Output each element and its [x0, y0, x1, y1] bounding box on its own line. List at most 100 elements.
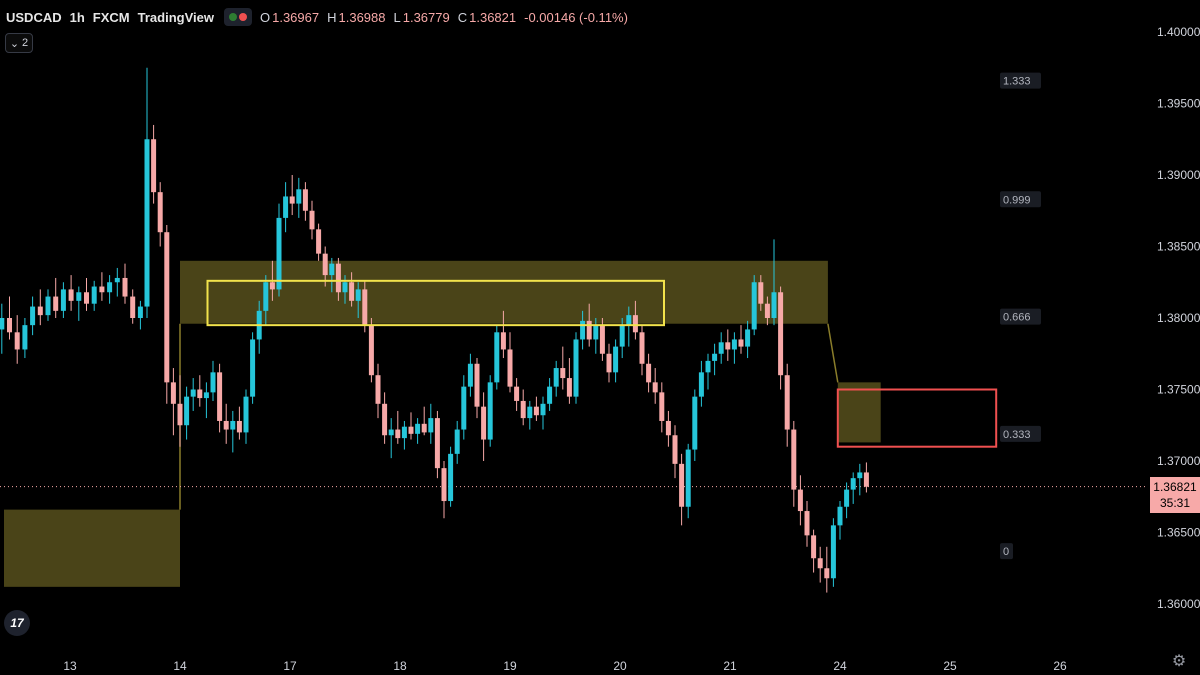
candle-body-95	[646, 363, 652, 383]
candle-body-44	[309, 210, 315, 230]
candle-body-28	[203, 392, 209, 399]
candle-body-67	[461, 386, 467, 430]
candle-body-122	[824, 568, 830, 579]
candle-body-90	[613, 346, 619, 373]
x-tick-label: 26	[1053, 659, 1067, 673]
candle-body-10	[76, 292, 82, 301]
candle-body-66	[454, 429, 460, 454]
candle-body-21	[157, 192, 163, 233]
y-tick-label: 1.39000	[1157, 168, 1200, 182]
candle-body-26	[190, 389, 196, 397]
candle-body-97	[659, 392, 665, 421]
close-label: C	[457, 9, 468, 25]
candle-body-18	[137, 306, 143, 318]
candle-body-125	[844, 489, 850, 507]
candle-body-4	[30, 306, 36, 326]
candle-body-53	[368, 325, 374, 376]
candle-body-114	[771, 292, 777, 318]
status-dots[interactable]	[223, 8, 252, 26]
candle-body-84	[573, 339, 579, 397]
candle-body-17	[130, 296, 136, 318]
candle-body-123	[830, 525, 836, 579]
indicator-count: 2	[22, 37, 29, 49]
candle-body-89	[606, 353, 612, 373]
candle-body-35	[250, 339, 256, 397]
candle-body-56	[388, 429, 394, 436]
candle-body-113	[764, 303, 770, 318]
candle-body-74	[507, 349, 513, 387]
candle-body-8	[60, 289, 66, 311]
candle-body-50	[349, 282, 355, 301]
candle-body-3	[22, 325, 28, 350]
market-status-icon	[228, 13, 237, 21]
candle-body-38	[269, 282, 275, 290]
candle-body-85	[580, 320, 586, 340]
candle-body-112	[758, 282, 764, 304]
candle-body-47	[329, 263, 335, 276]
candle-body-91	[619, 325, 625, 347]
chart-header: USDCAD 1h FXCM TradingView O 1.36967 H 1…	[6, 6, 628, 28]
candle-body-59	[408, 426, 414, 434]
x-tick-label: 20	[613, 659, 627, 673]
candle-body-106	[718, 342, 724, 354]
fib-level-label: 0	[1003, 546, 1009, 558]
candle-body-37	[263, 282, 269, 311]
close-value: 1.36821	[469, 9, 517, 25]
candle-body-34	[243, 396, 249, 433]
candle-body-11	[84, 292, 89, 304]
candle-body-7	[53, 296, 59, 311]
candle-body-76	[520, 400, 526, 419]
candle-body-42	[296, 189, 302, 204]
candle-body-104	[705, 360, 711, 373]
candle-body-87	[593, 325, 599, 340]
fib-level-label: 0.666	[1003, 312, 1031, 324]
candle-body-93	[632, 315, 638, 333]
candle-body-128	[863, 472, 869, 487]
candle-body-70	[481, 406, 487, 440]
candle-body-39	[276, 217, 282, 290]
candle-body-115	[778, 292, 784, 376]
candle-body-120	[811, 535, 817, 559]
indicators-collapse-button[interactable]: ⌄ 2	[5, 33, 33, 53]
candle-body-13	[99, 286, 105, 293]
symbol-label[interactable]: USDCAD	[6, 9, 62, 25]
candle-body-23	[170, 382, 176, 404]
candle-body-45	[316, 229, 322, 254]
candle-body-110	[745, 329, 751, 347]
gear-icon[interactable]: ⚙	[1171, 653, 1187, 670]
candle-body-9	[68, 289, 74, 301]
candle-body-51	[355, 289, 361, 301]
x-tick-label: 21	[723, 659, 737, 673]
candle-body-105	[712, 353, 718, 361]
candle-body-96	[652, 382, 658, 393]
broker-label: FXCM	[92, 9, 130, 25]
candle-body-0	[0, 318, 5, 330]
candle-body-62	[428, 418, 434, 433]
candle-body-22	[164, 232, 170, 383]
candle-body-12	[91, 286, 97, 304]
candle-body-80	[547, 386, 553, 404]
high-value: 1.36988	[338, 9, 386, 25]
candle-body-117	[791, 429, 797, 490]
tradingview-logo-icon[interactable]: 17	[4, 610, 30, 636]
candle-body-46	[322, 253, 328, 276]
y-tick-label: 1.36500	[1157, 526, 1200, 540]
data-status-icon	[238, 13, 247, 21]
y-tick-label: 1.39500	[1157, 97, 1200, 111]
current-price-value: 1.36821	[1153, 480, 1197, 494]
x-tick-label: 18	[393, 659, 407, 673]
candle-body-24	[177, 403, 183, 426]
candle-body-98	[665, 420, 671, 436]
interval-label[interactable]: 1h	[69, 9, 85, 25]
candle-body-16	[122, 277, 128, 297]
zone-outline-4	[836, 388, 998, 448]
candle-body-64	[441, 468, 447, 502]
y-tick-label: 1.38000	[1157, 311, 1200, 325]
candle-body-57	[395, 429, 401, 439]
fib-label-bg-2	[1000, 308, 1041, 325]
y-tick-label: 1.36000	[1157, 597, 1200, 611]
candle-body-41	[289, 196, 295, 204]
x-tick-label: 25	[943, 659, 957, 673]
open-label: O	[259, 9, 271, 25]
